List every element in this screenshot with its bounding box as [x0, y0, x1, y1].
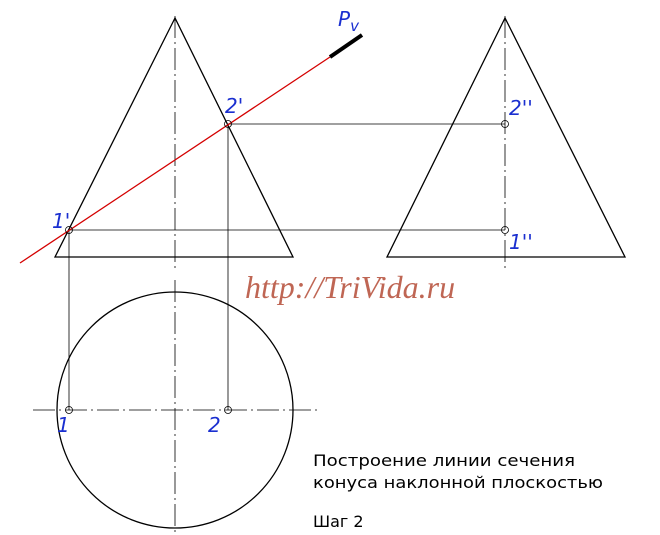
point-label: 1'' [509, 230, 533, 254]
point-label: 2'' [509, 96, 533, 120]
point [65, 406, 73, 414]
point [224, 406, 232, 414]
point-label: 1' [52, 209, 70, 233]
caption-step: Шаг 2 [313, 512, 364, 531]
point [501, 120, 509, 128]
plane-main: P [338, 7, 351, 31]
watermark: http://TriVida.ru [245, 269, 455, 305]
plane-sub: v [350, 17, 360, 35]
point-label: 1 [57, 413, 70, 437]
point-label: 2 [208, 413, 221, 437]
point [501, 226, 509, 234]
point [65, 226, 73, 234]
plane-trace [328, 33, 364, 59]
side-cone [385, 16, 627, 258]
plane-label: Pv [338, 7, 360, 35]
front-cone [53, 16, 295, 258]
caption-line: Построение линии сечения [313, 451, 575, 470]
caption-line: конуса наклонной плоскостью [313, 473, 603, 492]
point-label: 2' [225, 94, 243, 118]
points [65, 120, 509, 414]
point [224, 120, 232, 128]
cutting-plane [19, 56, 331, 264]
